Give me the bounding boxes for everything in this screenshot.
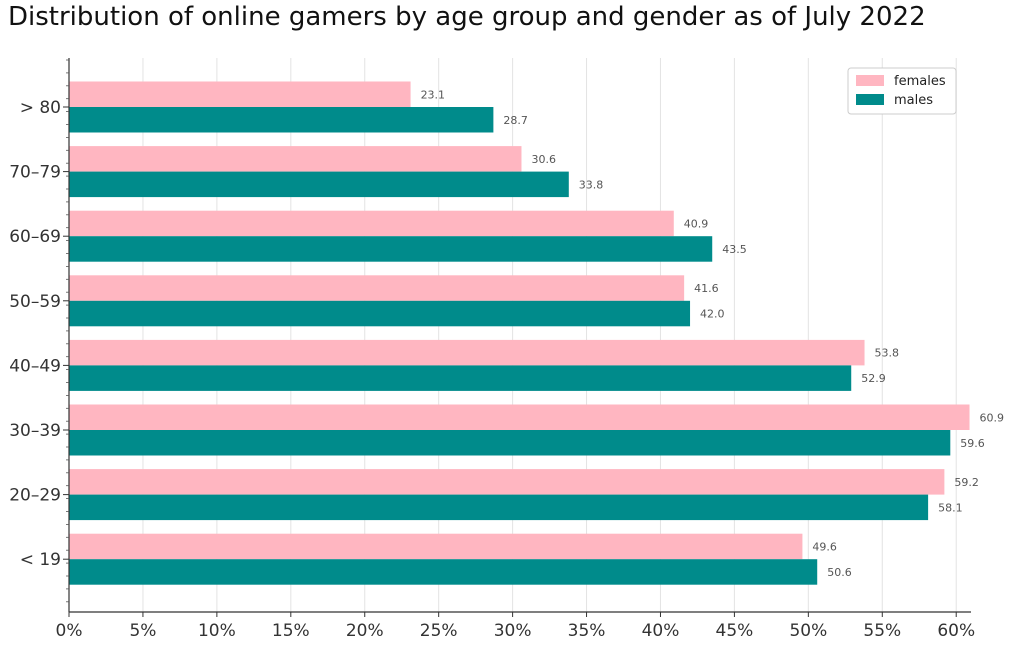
value-label: 43.5 <box>722 243 747 256</box>
axes <box>63 58 971 617</box>
bar-females <box>69 275 685 301</box>
value-label: 33.8 <box>579 178 604 191</box>
bars <box>69 81 970 585</box>
value-label: 60.9 <box>980 411 1005 424</box>
bar-males <box>69 300 691 327</box>
legend-swatch <box>856 75 884 86</box>
y-tick-label: > 80 <box>20 98 61 118</box>
x-tick-label: 30% <box>494 621 532 641</box>
value-label: 52.9 <box>861 372 886 385</box>
x-tick-label: 15% <box>272 621 310 641</box>
legend: females males <box>847 67 957 115</box>
bar-males <box>69 107 494 133</box>
x-tick-label: 35% <box>568 621 606 641</box>
value-label: 42.0 <box>700 308 725 321</box>
value-label: 40.9 <box>684 217 709 230</box>
x-tick-label: 25% <box>420 621 458 641</box>
x-tick-label: 20% <box>346 621 384 641</box>
value-label: 50.6 <box>827 566 852 579</box>
value-label: 41.6 <box>694 282 719 295</box>
x-tick-label: 60% <box>937 621 975 641</box>
bar-females <box>69 404 970 430</box>
bar-females <box>69 81 411 107</box>
value-label: 28.7 <box>503 114 528 127</box>
x-tick-label: 10% <box>198 621 236 641</box>
x-tick-label: 5% <box>129 621 156 641</box>
bar-males <box>69 559 818 585</box>
bar-females <box>69 469 945 495</box>
bar-males <box>69 236 713 262</box>
x-tick-label: 40% <box>642 621 680 641</box>
value-label: 59.6 <box>960 437 985 450</box>
x-tick-labels: 0% 5% 10% 15% 20% 25% 30% 35% 40% 45% 50% 55% 60% <box>56 621 976 641</box>
x-tick-label: 0% <box>56 621 83 641</box>
bar-females <box>69 210 674 237</box>
x-tick-label: 50% <box>789 621 827 641</box>
value-label: 58.1 <box>938 501 963 514</box>
legend-label: males <box>894 93 933 108</box>
y-tick-label: 30–39 <box>9 421 61 441</box>
legend-swatch <box>856 94 884 105</box>
value-label: 30.6 <box>531 153 556 166</box>
bar-males <box>69 494 929 521</box>
y-tick-label: < 19 <box>20 550 61 570</box>
value-label: 53.8 <box>875 347 900 360</box>
y-tick-labels: > 80 70–79 60–69 50–59 40–49 30–39 20–29 < 19 <box>9 98 61 570</box>
y-tick-label: 20–29 <box>9 486 61 506</box>
y-tick-label: 60–69 <box>9 227 61 247</box>
legend-label: females <box>894 74 946 89</box>
bar-males <box>69 171 569 198</box>
grid-lines <box>142 58 957 612</box>
value-label: 59.2 <box>954 476 979 489</box>
bar-males <box>69 430 951 456</box>
y-tick-label: 50–59 <box>9 292 61 312</box>
bar-females <box>69 339 865 366</box>
x-tick-label: 45% <box>716 621 754 641</box>
value-label: 49.6 <box>812 540 837 553</box>
value-labels: 23.1 28.7 30.6 33.8 40.9 43.5 41.6 42.0 53.8 52.9… <box>421 88 1004 579</box>
chart-title: Distribution of online gamers by age gro… <box>8 2 926 32</box>
bar-females <box>69 146 522 172</box>
bar-males <box>69 365 852 391</box>
bar-females <box>69 533 803 560</box>
x-tick-label: 55% <box>863 621 901 641</box>
y-tick-label: 40–49 <box>9 356 61 376</box>
y-tick-label: 70–79 <box>9 163 61 183</box>
value-label: 23.1 <box>421 88 446 101</box>
